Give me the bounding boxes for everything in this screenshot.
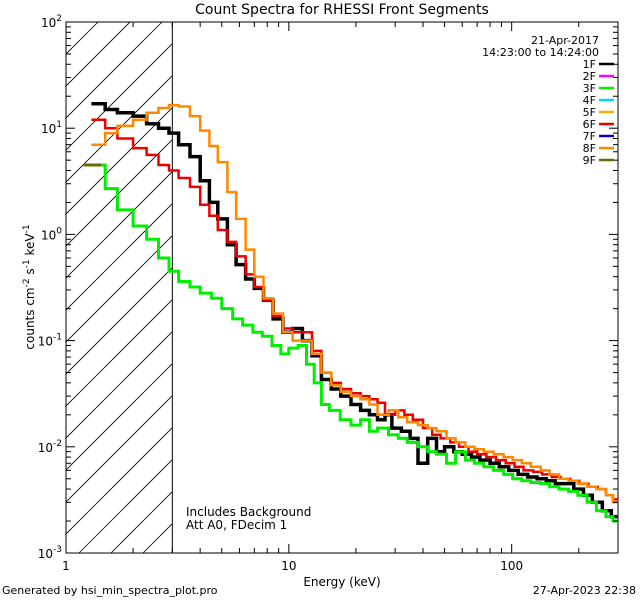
hatch-line bbox=[239, 22, 640, 553]
x-tick-label: 100 bbox=[500, 559, 523, 573]
plot-frame bbox=[65, 21, 619, 554]
y-axis-label-exp: -1 bbox=[22, 259, 32, 268]
hatch-line bbox=[66, 395, 173, 503]
y-tick-label: 101 bbox=[41, 120, 62, 136]
hatch-line bbox=[66, 139, 173, 247]
axis-ticks: 1 10 100 102 101 100 10-1 10-2 10-3 bbox=[38, 14, 619, 573]
hatch-line bbox=[66, 267, 173, 375]
y-axis-label-exp: -2 bbox=[22, 278, 32, 287]
hatch-line bbox=[66, 22, 163, 119]
hatch-line bbox=[559, 22, 640, 553]
y-axis-label: counts cm-2 s-1 keV-1 bbox=[22, 224, 37, 349]
legend-label-7F: 7F bbox=[583, 130, 596, 143]
y-axis-label-part: s bbox=[23, 268, 37, 278]
y-axis-label-part: keV bbox=[23, 233, 37, 260]
annotation-attenuator: Att A0, FDecim 1 bbox=[186, 518, 287, 532]
hatch-line bbox=[623, 22, 640, 553]
hatch-line bbox=[66, 299, 173, 407]
hatch-line bbox=[66, 171, 173, 279]
hatch-line bbox=[66, 22, 99, 55]
legend-label-4F: 4F bbox=[583, 94, 596, 107]
legend-label-2F: 2F bbox=[583, 70, 596, 83]
chart-title: Count Spectra for RHESSI Front Segments bbox=[195, 2, 489, 18]
x-tick-label: 10 bbox=[281, 559, 296, 573]
legend-label-6F: 6F bbox=[583, 118, 596, 131]
legend-label-9F: 9F bbox=[583, 154, 596, 167]
x-axis-label: Energy (keV) bbox=[303, 575, 380, 589]
date-label: 21-Apr-2017 bbox=[531, 34, 599, 47]
annotation-background: Includes Background bbox=[186, 505, 311, 519]
y-tick-label: 100 bbox=[41, 226, 62, 242]
hatch-line bbox=[66, 427, 173, 535]
hatch-line bbox=[142, 523, 173, 553]
series-3F-line bbox=[91, 163, 618, 523]
legend-label-5F: 5F bbox=[583, 106, 596, 119]
legend-label-8F: 8F bbox=[583, 142, 596, 155]
hatch-line bbox=[175, 22, 640, 553]
y-axis-label-part: counts cm bbox=[23, 287, 37, 349]
legend-label-3F: 3F bbox=[583, 82, 596, 95]
hatch-line bbox=[66, 75, 173, 183]
y-tick-label: 10-3 bbox=[38, 545, 62, 561]
hatch-line bbox=[66, 331, 173, 439]
hatch-line bbox=[66, 107, 173, 215]
hatch-line bbox=[207, 22, 640, 553]
series-6F-line bbox=[91, 118, 618, 501]
y-tick-label: 10-1 bbox=[38, 333, 62, 349]
legend-label-1F: 1F bbox=[583, 58, 596, 71]
hatch-line bbox=[66, 363, 173, 471]
hatch-line bbox=[66, 22, 131, 87]
hatch-line bbox=[431, 22, 640, 553]
footer-generated-by: Generated by hsi_min_spectra_plot.pro bbox=[2, 584, 218, 597]
series-8F-line bbox=[91, 103, 618, 504]
y-axis-label-exp: -1 bbox=[22, 224, 32, 233]
hatch-line bbox=[78, 459, 173, 553]
hatch-line bbox=[66, 203, 173, 311]
y-tick-label: 102 bbox=[41, 14, 62, 30]
hatch-line bbox=[591, 22, 640, 553]
time-range-label: 14:23:00 to 14:24:00 bbox=[482, 46, 599, 59]
y-tick-label: 10-2 bbox=[38, 439, 62, 455]
x-tick-label: 1 bbox=[62, 559, 70, 573]
series-1F-line bbox=[91, 101, 618, 519]
series-group bbox=[83, 101, 618, 523]
footer-timestamp: 27-Apr-2023 22:38 bbox=[533, 584, 636, 597]
hatch-line bbox=[66, 235, 173, 343]
